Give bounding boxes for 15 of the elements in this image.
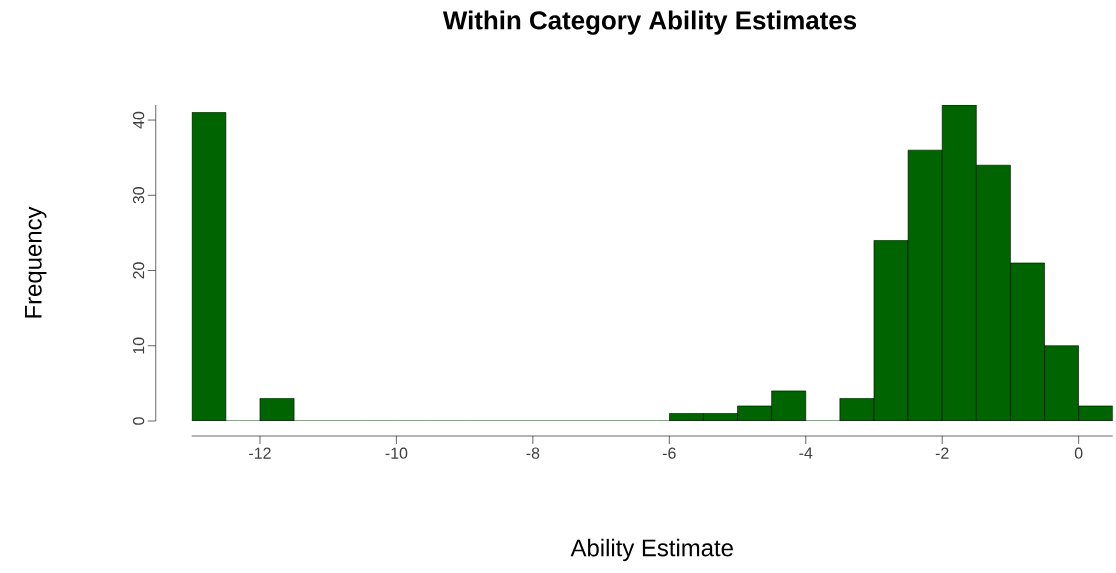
x-tick-label: -2 bbox=[935, 447, 949, 459]
y-tick-label: 30 bbox=[132, 187, 145, 204]
chart-title: Within Category Ability Estimates bbox=[442, 10, 857, 35]
y-tick-label: 10 bbox=[132, 337, 145, 354]
y-tick-label: 0 bbox=[132, 417, 145, 425]
y-axis-title: Frequency bbox=[25, 206, 47, 318]
x-tick-label: 0 bbox=[1074, 447, 1083, 459]
x-tick-label: -4 bbox=[799, 447, 813, 459]
x-axis-title: Ability Estimate bbox=[570, 538, 733, 562]
x-tick-label: -12 bbox=[249, 447, 271, 459]
x-tick-label: -8 bbox=[526, 447, 540, 459]
x-tick-label: -10 bbox=[385, 447, 408, 459]
y-tick-label: 40 bbox=[132, 111, 145, 129]
y-tick-label: 20 bbox=[132, 262, 145, 279]
x-tick-label: -6 bbox=[662, 447, 676, 459]
